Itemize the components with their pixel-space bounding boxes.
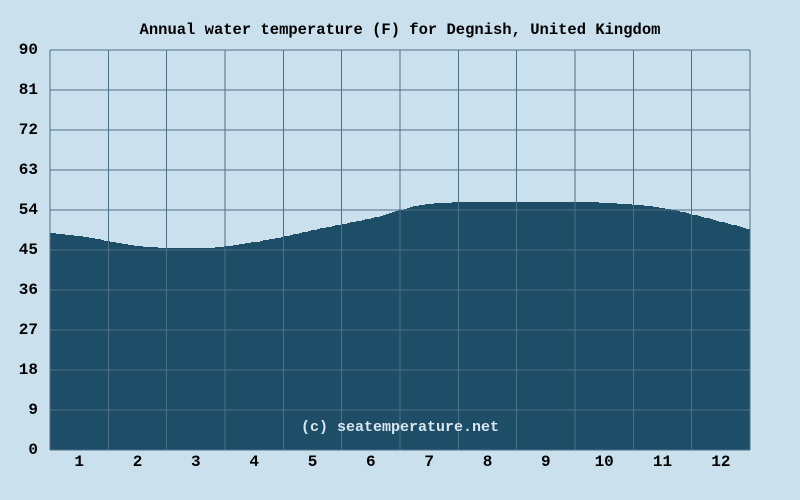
x-tick-label: 10 [594,453,614,471]
y-tick-label: 90 [18,41,38,59]
y-tick-label: 9 [28,401,38,419]
y-tick-label: 45 [18,241,38,259]
x-tick-label: 7 [424,453,434,471]
watermark: (c) seatemperature.net [300,419,500,436]
x-tick-label: 1 [74,453,84,471]
x-tick-label: 6 [366,453,376,471]
y-tick-label: 72 [18,121,38,139]
x-tick-label: 5 [307,453,318,471]
y-tick-label: 54 [18,201,38,219]
grid-lines [49,49,751,451]
x-tick-label: 4 [249,453,259,471]
y-tick-label: 18 [18,361,38,379]
y-tick-label: 27 [18,321,38,339]
x-tick-label: 3 [191,453,201,471]
x-tick-label: 2 [132,453,143,471]
x-tick-label: 9 [541,453,551,471]
y-tick-label: 81 [18,81,38,99]
y-tick-label: 36 [18,281,38,299]
x-tick-label: 8 [482,453,493,471]
plot-area [49,49,751,451]
y-tick-label: 63 [18,161,38,179]
x-tick-label: 11 [652,453,673,471]
y-tick-label: 0 [28,441,38,459]
temperature-area-chart [49,49,751,451]
x-tick-label: 12 [711,453,731,471]
chart-title: Annual water temperature (F) for Degnish… [139,21,661,39]
